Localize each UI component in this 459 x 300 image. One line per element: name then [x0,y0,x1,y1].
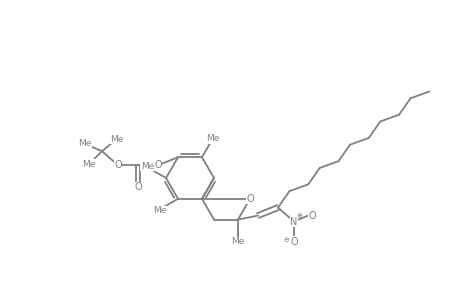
Text: O: O [154,160,162,170]
Text: Me: Me [231,237,244,246]
Text: Me: Me [110,135,123,144]
Text: Me: Me [206,134,219,143]
Text: Me: Me [78,139,91,148]
Text: Me: Me [140,161,154,170]
Text: O: O [290,237,297,247]
Text: O: O [134,182,141,192]
Text: N: N [290,217,297,226]
Text: O: O [114,160,122,170]
Text: ⊖: ⊖ [282,237,288,243]
Text: O: O [308,211,315,220]
Text: Me: Me [82,160,95,169]
Text: ⊕: ⊕ [296,213,301,219]
Text: O: O [246,194,253,204]
Text: Me: Me [152,206,166,215]
